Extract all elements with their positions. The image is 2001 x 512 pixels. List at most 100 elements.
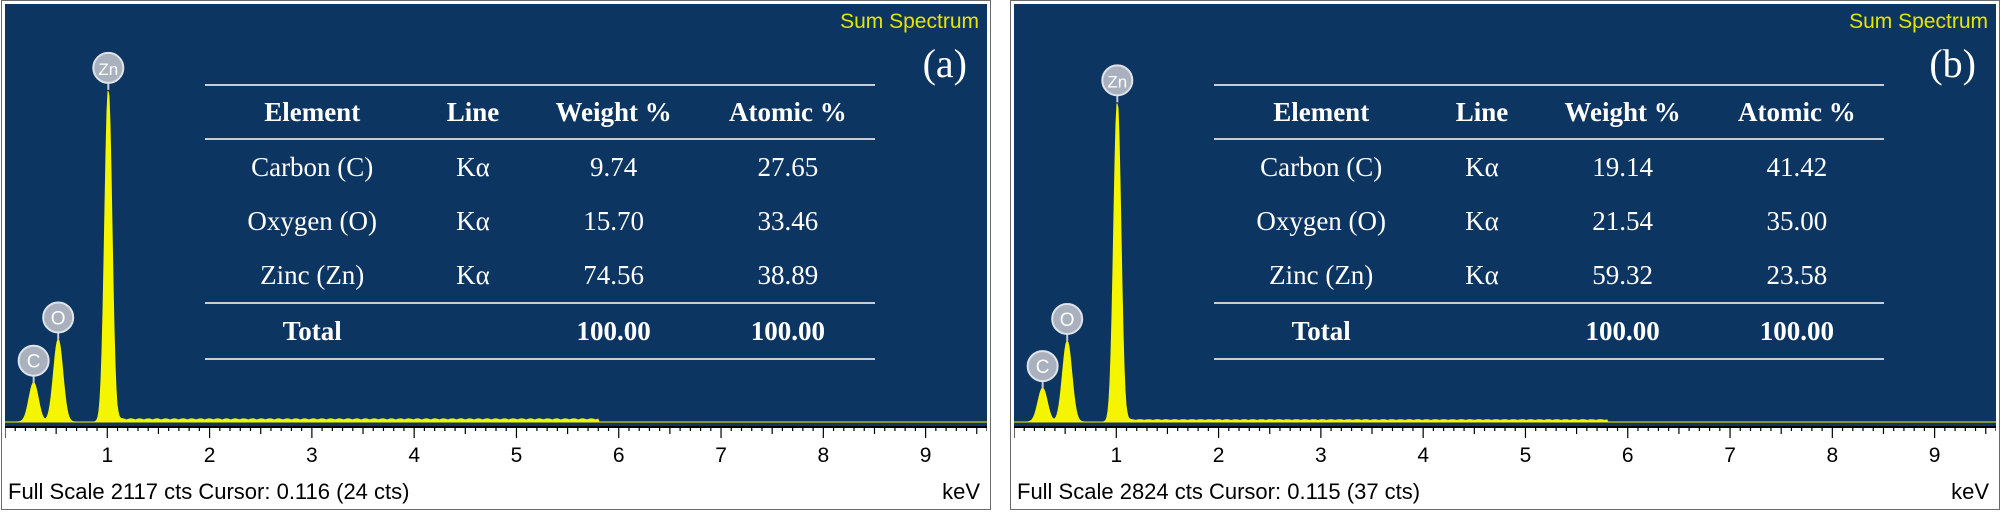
cell-weight: 19.14 bbox=[1592, 151, 1654, 182]
x-tick-label: 2 bbox=[204, 444, 216, 467]
composition-table: Element Line Weight % Atomic % Carbon (C… bbox=[1214, 84, 1884, 360]
axis-unit-label: keV bbox=[942, 479, 980, 504]
cell-element: Zinc (Zn) bbox=[260, 259, 365, 290]
peak-label: Zn bbox=[1107, 72, 1127, 91]
x-tick-label: 5 bbox=[1520, 444, 1532, 467]
x-tick-label: 4 bbox=[1417, 444, 1429, 467]
cell-weight: 21.54 bbox=[1592, 205, 1654, 236]
header-weight: Weight % bbox=[526, 84, 701, 140]
x-axis: 1 2 3 4 5 6 7 8 9 bbox=[4, 426, 988, 470]
x-tick-label: 9 bbox=[1929, 444, 1941, 467]
table-row: Zinc (Zn) Kα 59.32 23.58 bbox=[1214, 248, 1884, 303]
cell-atomic: 38.89 bbox=[757, 259, 819, 290]
cell-atomic: 23.58 bbox=[1766, 259, 1828, 290]
cell-weight: 74.56 bbox=[583, 259, 645, 290]
header-atomic: Atomic % bbox=[700, 84, 875, 140]
composition-table: Element Line Weight % Atomic % Carbon (C… bbox=[205, 84, 875, 360]
x-tick-label: 7 bbox=[1724, 444, 1736, 467]
spectrum-panel-a: C O Zn Sum Spectrum (a) Element Line Weigh… bbox=[1, 0, 991, 510]
header-line: Line bbox=[419, 84, 527, 140]
peak-marker-zn: Zn bbox=[1101, 64, 1134, 103]
peak-label: C bbox=[1036, 357, 1050, 378]
x-tick-label: 4 bbox=[408, 444, 420, 467]
table-row: Carbon (C) Kα 19.14 41.42 bbox=[1214, 139, 1884, 194]
panel-label: (a) bbox=[922, 41, 967, 86]
header-weight: Weight % bbox=[1535, 84, 1710, 140]
spectrum-chart: C O Zn bbox=[1014, 64, 1996, 423]
cell-total-weight: 100.00 bbox=[1535, 302, 1710, 360]
cell-total-atomic: 100.00 bbox=[700, 302, 875, 360]
cell-total-line bbox=[419, 302, 527, 360]
x-tick-label: 3 bbox=[1315, 444, 1327, 467]
x-tick-label: 8 bbox=[1826, 444, 1838, 467]
x-axis-ticks: 1 2 3 4 5 6 7 8 9 bbox=[1013, 426, 1997, 467]
header-element: Element bbox=[1214, 84, 1429, 140]
cell-total-atomic: 100.00 bbox=[1709, 302, 1884, 360]
cell-weight: 15.70 bbox=[583, 205, 645, 236]
cell-weight: 59.32 bbox=[1592, 259, 1654, 290]
table-row: Oxygen (O) Kα 21.54 35.00 bbox=[1214, 194, 1884, 248]
peak-marker-o: O bbox=[42, 301, 75, 340]
cell-atomic: 41.42 bbox=[1766, 151, 1828, 182]
cell-element: Oxygen (O) bbox=[1256, 205, 1387, 236]
header-line: Line bbox=[1428, 84, 1536, 140]
header-element: Element bbox=[205, 84, 420, 140]
peak-label: O bbox=[1060, 310, 1075, 331]
spectrum-plot-area: C O Zn Sum Spectrum (a) Element Line Weigh… bbox=[5, 4, 987, 426]
cell-atomic: 27.65 bbox=[757, 151, 819, 182]
peak-marker-zn: Zn bbox=[92, 51, 125, 90]
cell-element: Zinc (Zn) bbox=[1269, 259, 1374, 290]
cell-line: Kα bbox=[1465, 259, 1499, 290]
x-tick-label: 7 bbox=[715, 444, 727, 467]
cell-line: Kα bbox=[1465, 205, 1499, 236]
peak-label: O bbox=[51, 308, 66, 329]
cell-line: Kα bbox=[456, 205, 490, 236]
x-tick-label: 5 bbox=[511, 444, 523, 467]
status-readout: Full Scale 2824 cts Cursor: 0.115 (37 ct… bbox=[1017, 479, 1421, 504]
x-tick-label: 9 bbox=[920, 444, 932, 467]
cell-element: Carbon (C) bbox=[251, 151, 374, 182]
chart-title: Sum Spectrum bbox=[1849, 10, 1988, 33]
cell-total-line bbox=[1428, 302, 1536, 360]
cell-line: Kα bbox=[456, 259, 490, 290]
cell-line: Kα bbox=[1465, 151, 1499, 182]
cell-element: Carbon (C) bbox=[1260, 151, 1383, 182]
cell-atomic: 35.00 bbox=[1766, 205, 1828, 236]
spectrum-chart: C O Zn bbox=[5, 51, 987, 423]
status-readout: Full Scale 2117 cts Cursor: 0.116 (24 ct… bbox=[8, 479, 410, 504]
table-header-row: Element Line Weight % Atomic % bbox=[1214, 84, 1884, 140]
x-tick-label: 6 bbox=[1622, 444, 1634, 467]
x-tick-label: 1 bbox=[101, 444, 113, 467]
x-axis-ticks: 1 2 3 4 5 6 7 8 9 bbox=[4, 426, 988, 467]
cell-element: Oxygen (O) bbox=[247, 205, 378, 236]
table-total-row: Total 100.00 100.00 bbox=[1214, 302, 1884, 360]
spectrum-trace bbox=[1014, 103, 1996, 423]
cell-weight: 9.74 bbox=[590, 151, 638, 182]
spectrum-trace bbox=[5, 91, 987, 423]
x-tick-label: 6 bbox=[613, 444, 625, 467]
table-row: Oxygen (O) Kα 15.70 33.46 bbox=[205, 194, 875, 248]
cell-atomic: 33.46 bbox=[757, 205, 819, 236]
axis-unit-label: keV bbox=[1951, 479, 1989, 504]
cell-line: Kα bbox=[456, 151, 490, 182]
x-tick-label: 8 bbox=[817, 444, 829, 467]
spectrum-plot-area: C O Zn Sum Spectrum (b) Element Line Weigh… bbox=[1014, 4, 1996, 426]
header-atomic: Atomic % bbox=[1709, 84, 1884, 140]
x-tick-label: 3 bbox=[306, 444, 318, 467]
peak-label: Zn bbox=[98, 60, 118, 79]
x-tick-label: 2 bbox=[1213, 444, 1225, 467]
cell-total-label: Total bbox=[1214, 302, 1429, 360]
peak-marker-c: C bbox=[17, 344, 50, 383]
panel-label: (b) bbox=[1929, 41, 1976, 86]
spectrum-panel-b: C O Zn Sum Spectrum (b) Element Line Weigh… bbox=[1010, 0, 2000, 510]
cell-total-label: Total bbox=[205, 302, 420, 360]
table-header-row: Element Line Weight % Atomic % bbox=[205, 84, 875, 140]
cell-total-weight: 100.00 bbox=[526, 302, 701, 360]
table-row: Carbon (C) Kα 9.74 27.65 bbox=[205, 139, 875, 194]
peak-marker-o: O bbox=[1051, 302, 1084, 341]
peak-label: C bbox=[27, 352, 41, 373]
x-tick-label: 1 bbox=[1110, 444, 1122, 467]
x-axis: 1 2 3 4 5 6 7 8 9 bbox=[1013, 426, 1997, 470]
peak-marker-c: C bbox=[1026, 350, 1059, 389]
table-row: Zinc (Zn) Kα 74.56 38.89 bbox=[205, 248, 875, 303]
